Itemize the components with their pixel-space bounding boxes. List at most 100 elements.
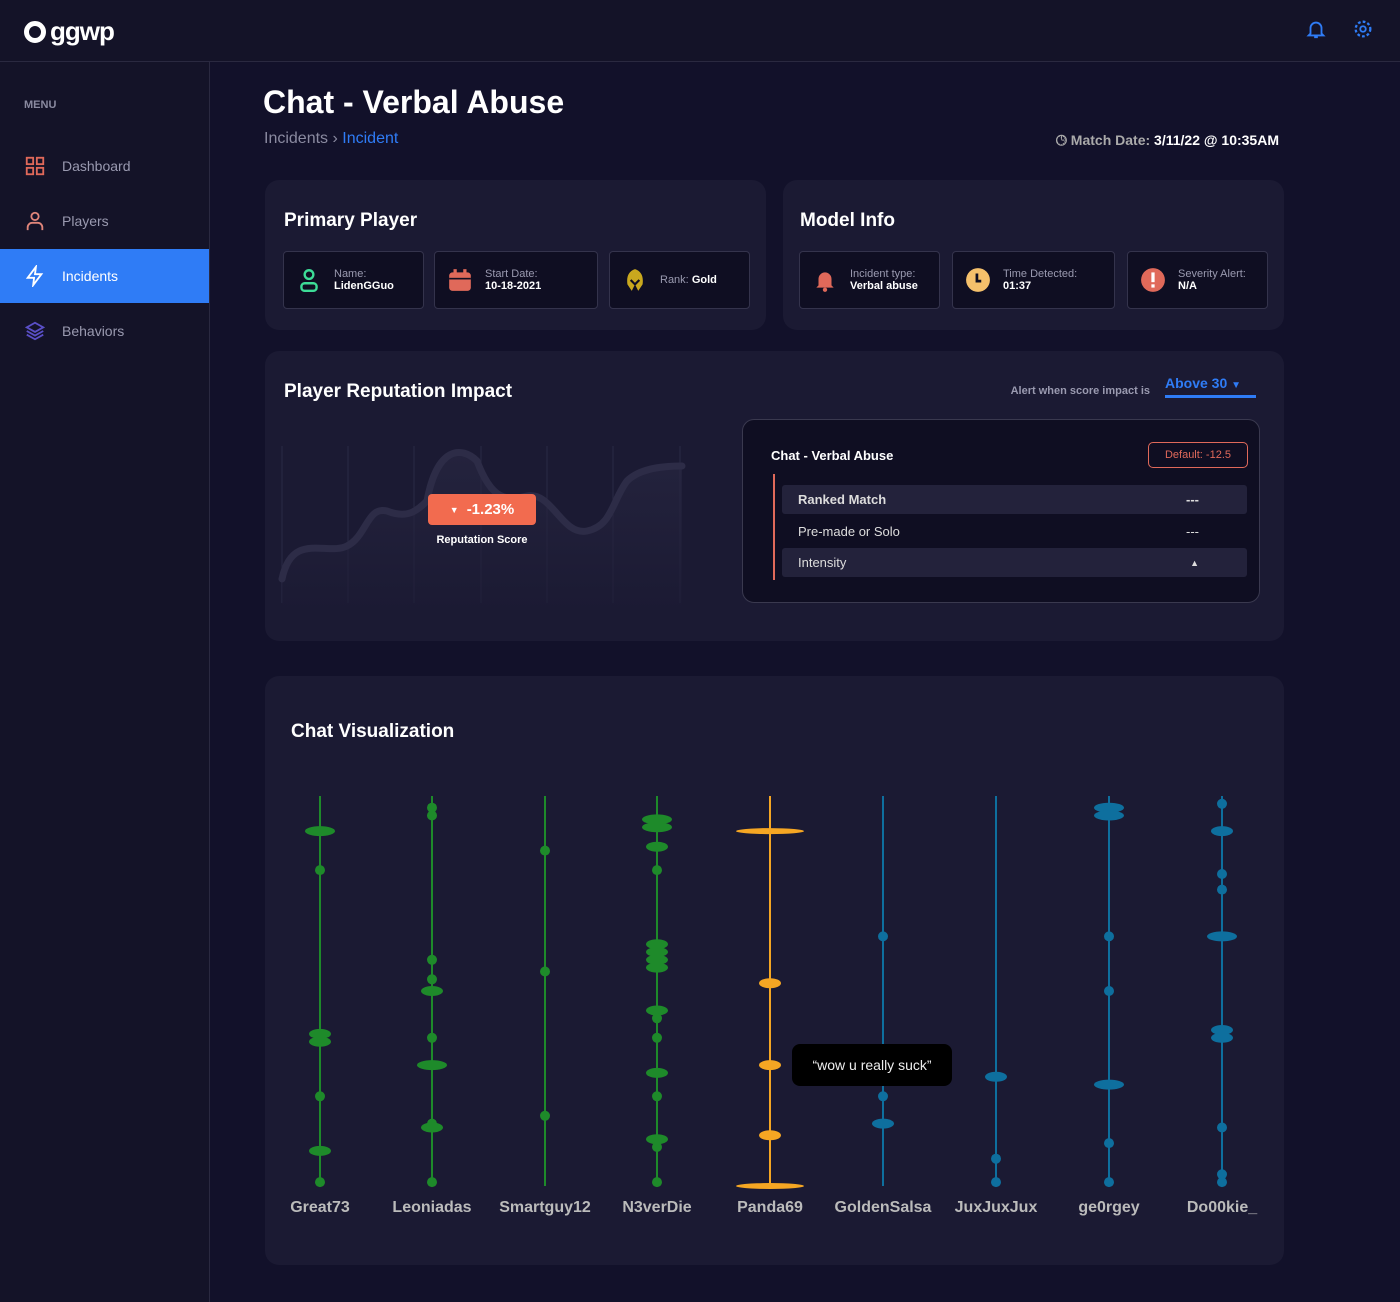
chat-message-marker[interactable] (646, 939, 668, 950)
chat-message-marker[interactable] (878, 931, 888, 942)
alert-threshold-select[interactable]: Above 30 ▼ (1165, 375, 1256, 398)
chat-message-marker[interactable] (1217, 869, 1227, 879)
chat-message-marker[interactable] (646, 1134, 668, 1145)
chat-message-marker[interactable] (315, 865, 325, 876)
chat-message-marker[interactable] (642, 822, 672, 833)
gear-icon[interactable] (1352, 18, 1374, 40)
chat-message-marker[interactable] (309, 1028, 331, 1039)
time-detected-value: 01:37 (1003, 280, 1032, 292)
chat-message-marker[interactable] (1094, 810, 1124, 821)
breadcrumb-incident[interactable]: Incident (342, 130, 399, 147)
chat-message-marker[interactable] (1217, 1177, 1227, 1188)
time-detected-tile: Time Detected: 01:37 (952, 251, 1115, 309)
helmet-icon (627, 269, 643, 291)
chat-message-marker[interactable] (652, 1013, 662, 1024)
player-name-tile: Name: LidenGGuo (283, 251, 424, 309)
chat-message-marker[interactable] (421, 1122, 443, 1133)
chat-message-marker[interactable] (1217, 884, 1227, 895)
row-label: Ranked Match (798, 492, 887, 507)
chat-message-marker[interactable] (646, 1005, 668, 1016)
chat-message-marker[interactable] (652, 865, 662, 876)
sidebar-item-incidents[interactable]: Incidents (0, 249, 209, 303)
chat-message-marker[interactable] (427, 1177, 437, 1188)
chat-message-marker[interactable] (309, 1036, 331, 1047)
chat-message-marker[interactable] (427, 954, 437, 965)
chat-message-marker[interactable] (540, 966, 550, 977)
chat-message-marker[interactable] (315, 1177, 325, 1188)
chat-message-marker[interactable] (1104, 1177, 1114, 1188)
chat-message-marker[interactable] (427, 1032, 437, 1043)
player-name-label[interactable]: ge0rgey (1078, 1199, 1140, 1216)
player-timeline (1207, 796, 1237, 1188)
chat-message-marker[interactable] (646, 962, 668, 973)
chat-message-marker[interactable] (759, 1130, 781, 1141)
chat-message-marker[interactable] (1217, 1169, 1227, 1180)
player-name-label[interactable]: Leoniadas (392, 1199, 472, 1216)
chat-message-marker[interactable] (736, 828, 804, 835)
sidebar-item-label: Players (62, 213, 109, 229)
chat-message-marker[interactable] (646, 1067, 668, 1078)
sidebar-item-players[interactable]: Players (0, 194, 209, 248)
chat-message-marker[interactable] (646, 841, 668, 852)
player-name-label[interactable]: Panda69 (737, 1199, 803, 1216)
row-premade-solo[interactable]: Pre-made or Solo --- (782, 517, 1247, 546)
chat-message-marker[interactable] (878, 1091, 888, 1102)
chat-message-marker[interactable] (1207, 931, 1237, 942)
chat-message-marker[interactable] (652, 1091, 662, 1102)
chat-message-marker[interactable] (642, 814, 672, 825)
chat-message-marker[interactable] (1217, 1122, 1227, 1133)
sidebar-item-dashboard[interactable]: Dashboard (0, 139, 209, 193)
chat-message-marker[interactable] (540, 1110, 550, 1121)
chat-message-marker[interactable] (427, 810, 437, 821)
player-name-label[interactable]: Great73 (290, 1199, 350, 1216)
chat-message-marker[interactable] (1211, 1032, 1233, 1043)
chat-message-marker[interactable] (652, 1177, 662, 1188)
chat-message-marker[interactable] (736, 1183, 804, 1189)
row-ranked-match[interactable]: Ranked Match --- (782, 485, 1247, 514)
chat-message-marker[interactable] (1104, 931, 1114, 942)
player-name-label[interactable]: Do00kie_ (1186, 1199, 1258, 1216)
chat-message-marker[interactable] (759, 1060, 781, 1071)
chat-message-marker[interactable] (646, 954, 668, 965)
chat-message-marker[interactable] (991, 1153, 1001, 1164)
chat-message-marker[interactable] (646, 947, 668, 957)
chat-message-marker[interactable] (759, 978, 781, 989)
player-name-label[interactable]: JuxJuxJux (954, 1199, 1038, 1216)
player-name-label[interactable]: GoldenSalsa (834, 1199, 932, 1216)
chat-message-marker[interactable] (1217, 798, 1227, 809)
chat-message-marker[interactable] (309, 1145, 331, 1156)
chat-message-marker[interactable] (652, 1032, 662, 1043)
chat-message-marker[interactable] (1104, 986, 1114, 996)
chat-message-marker[interactable] (417, 1060, 447, 1071)
chat-message-marker[interactable] (427, 802, 437, 813)
chat-message-marker[interactable] (985, 1071, 1007, 1082)
chat-message-marker[interactable] (421, 986, 443, 996)
chat-message-marker[interactable] (1211, 1025, 1233, 1035)
chat-message-marker[interactable] (305, 826, 335, 837)
chat-message-marker[interactable] (427, 974, 437, 985)
reputation-change-badge: ▼ -1.23% (428, 494, 536, 525)
chat-message-marker[interactable] (315, 1091, 325, 1102)
chat-message-marker[interactable] (1094, 1079, 1124, 1090)
menu-label: MENU (24, 99, 57, 111)
logo[interactable]: ggwp (24, 16, 115, 47)
sidebar-item-behaviors[interactable]: Behaviors (0, 304, 209, 358)
chat-message-marker[interactable] (652, 1142, 662, 1152)
chat-message-marker[interactable] (540, 845, 550, 856)
chat-message-marker[interactable] (1094, 802, 1124, 813)
breadcrumb-incidents[interactable]: Incidents (264, 130, 329, 147)
default-badge: Default: -12.5 (1147, 442, 1248, 468)
player-timeline (985, 796, 1007, 1188)
chat-message-marker[interactable] (1104, 1138, 1114, 1149)
caret-up-icon[interactable]: ▲ (1190, 557, 1199, 568)
row-intensity[interactable]: Intensity ▲ (782, 548, 1247, 577)
chat-message-marker[interactable] (1211, 826, 1233, 837)
player-timeline (540, 796, 550, 1186)
chat-message-marker[interactable] (991, 1177, 1001, 1188)
sidebar-item-label: Dashboard (62, 158, 131, 174)
chat-message-marker[interactable] (872, 1118, 894, 1129)
severity-label: Severity Alert: (1178, 268, 1246, 280)
bell-icon[interactable] (1305, 18, 1327, 40)
player-name-label[interactable]: Smartguy12 (499, 1199, 591, 1216)
player-name-label[interactable]: N3verDie (622, 1199, 692, 1216)
